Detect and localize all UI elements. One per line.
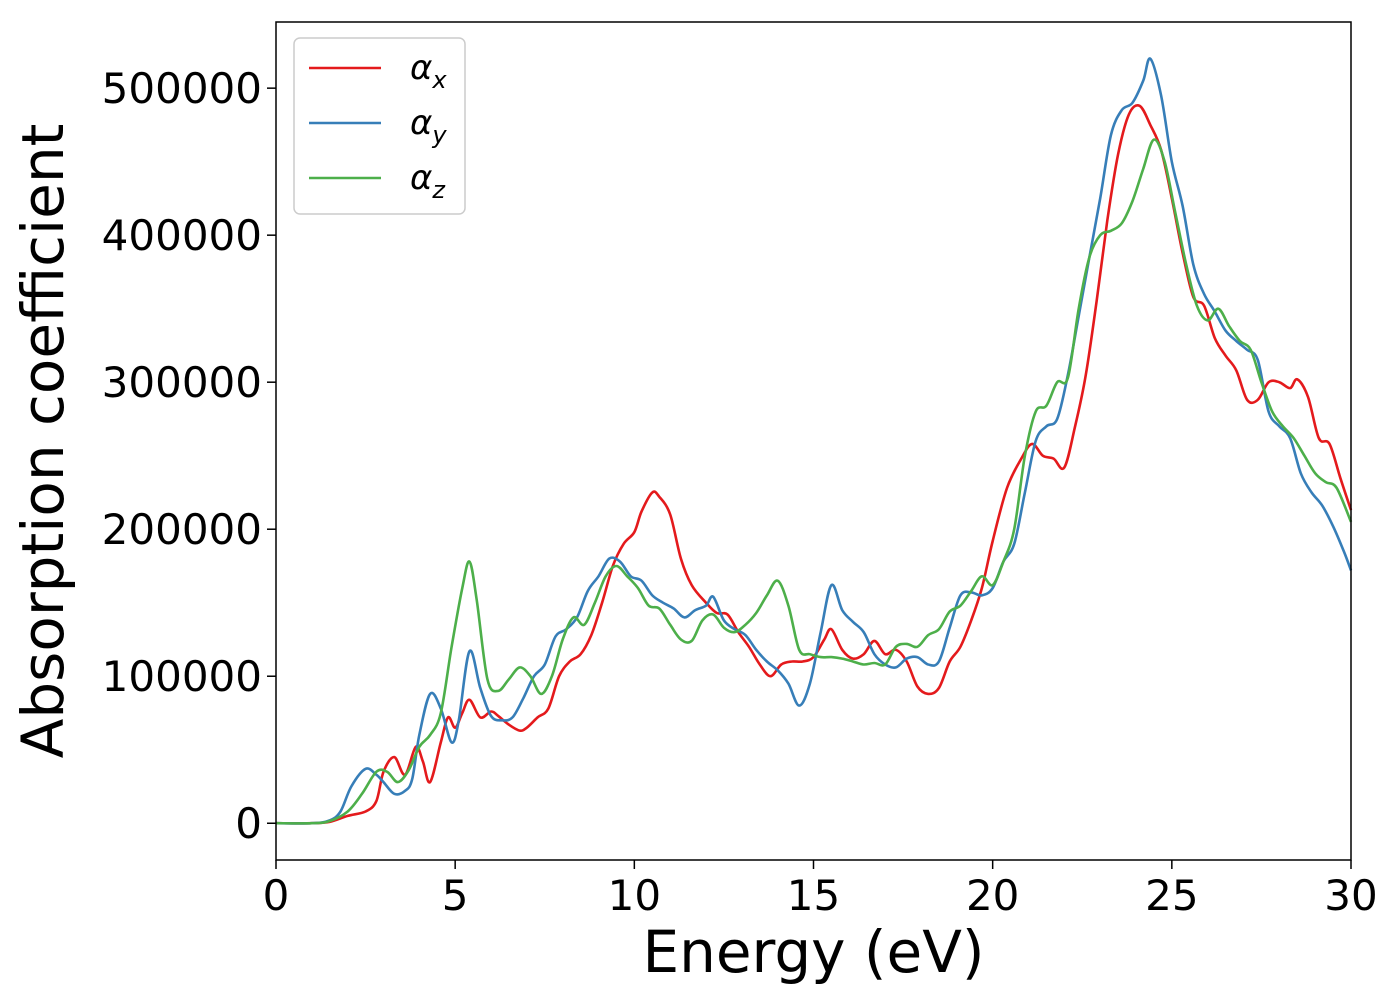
legend-label-symbol: α <box>410 158 432 198</box>
series-layer <box>275 57 1353 825</box>
y-tick-label: 200000 <box>102 505 262 554</box>
legend-label-symbol: α <box>410 48 432 88</box>
legend-label-z: αz <box>410 158 446 204</box>
y-tick-label: 400000 <box>102 211 262 260</box>
y-tick-label: 100000 <box>102 652 262 701</box>
y-axis: 0 100000 200000 300000 400000 500000 <box>102 64 276 848</box>
x-axis: 0 5 10 15 20 25 30 <box>263 860 1378 920</box>
y-tick-label: 300000 <box>102 358 262 407</box>
series-line-y <box>275 57 1353 825</box>
legend-box <box>293 37 466 215</box>
x-tick-label: 30 <box>1324 871 1377 920</box>
series-line-z <box>275 138 1353 825</box>
legend-label-symbol: α <box>410 103 432 143</box>
x-tick-label: 5 <box>442 871 469 920</box>
x-tick-label: 10 <box>608 871 661 920</box>
x-tick-label: 20 <box>966 871 1019 920</box>
legend-label-subscript: y <box>431 121 447 149</box>
y-axis-title: Absorption coefficient <box>9 124 77 759</box>
legend-label-subscript: z <box>431 176 446 204</box>
y-tick-label: 0 <box>235 799 262 848</box>
y-tick-label: 500000 <box>102 64 262 113</box>
x-tick-label: 25 <box>1145 871 1198 920</box>
x-axis-title: Energy (eV) <box>642 918 984 986</box>
legend-label-subscript: x <box>431 66 447 94</box>
legend-label-y: αy <box>410 103 447 149</box>
x-tick-label: 15 <box>787 871 840 920</box>
x-tick-label: 0 <box>263 871 290 920</box>
legend-label-x: αx <box>410 48 447 94</box>
